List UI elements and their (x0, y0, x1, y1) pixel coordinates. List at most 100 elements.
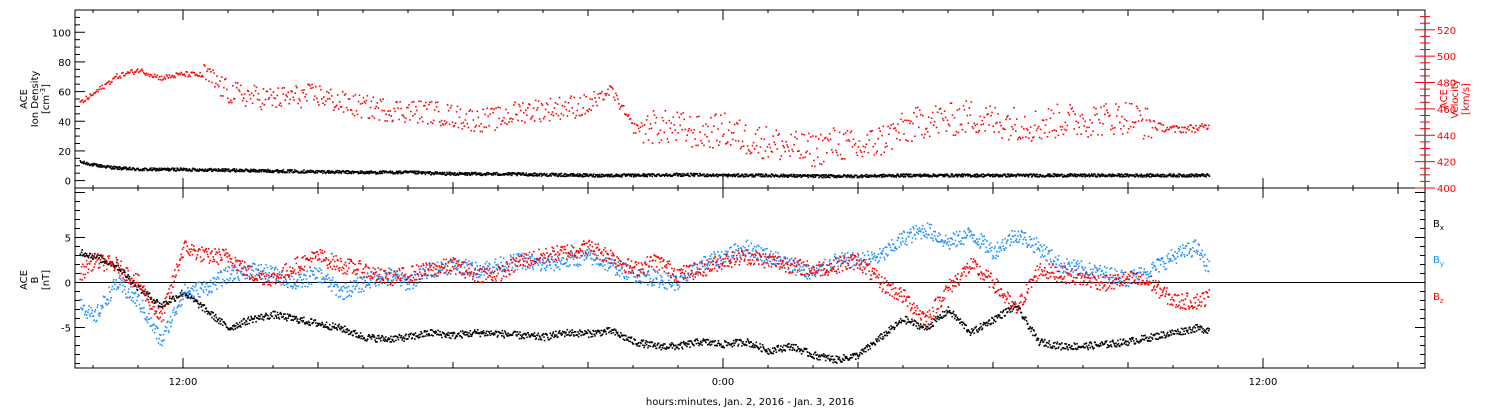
data-point-black (766, 174, 768, 176)
data-point-red (541, 103, 543, 105)
data-point-black (783, 345, 785, 347)
data-point-red (701, 142, 703, 144)
data-point-red (260, 106, 262, 108)
data-point-black (371, 338, 373, 340)
data-point-red (519, 106, 521, 108)
data-point-black (543, 333, 545, 335)
data-point-black (359, 336, 361, 338)
data-point-red (673, 116, 675, 118)
data-point-black (665, 348, 667, 350)
data-point-red (390, 115, 392, 117)
data-point-black (338, 326, 340, 328)
data-point-red (146, 73, 148, 75)
data-point-red (1195, 125, 1197, 127)
data-point-black (747, 338, 749, 340)
data-point-red (539, 118, 541, 120)
data-point-red (217, 84, 219, 86)
data-point-black (460, 331, 462, 333)
data-point-red (316, 98, 318, 100)
data-point-red (275, 98, 277, 100)
data-point-red (180, 74, 182, 76)
data-point-black (161, 303, 163, 305)
data-point-red (667, 138, 669, 140)
data-point-red (1132, 121, 1134, 123)
data-point-black (689, 176, 691, 178)
data-point-black (393, 341, 395, 343)
data-point-red (315, 86, 317, 88)
data-point-black (246, 321, 248, 323)
data-point-red (267, 91, 269, 93)
data-point-black (589, 331, 591, 333)
data-point-red (594, 97, 596, 99)
data-point-red (830, 139, 832, 141)
data-point-black (349, 330, 351, 332)
data-point-red (396, 101, 398, 103)
data-point-red (1180, 132, 1182, 134)
data-point-black (620, 332, 622, 334)
data-point-red (943, 120, 945, 122)
data-point-red (89, 93, 91, 95)
data-point-red (855, 143, 857, 145)
data-point-black (980, 323, 982, 325)
data-point-red (333, 109, 335, 111)
data-point-black (480, 336, 482, 338)
data-point-black (791, 174, 793, 176)
data-point-red (518, 104, 520, 106)
data-point-red (1143, 138, 1145, 140)
data-point-red (888, 133, 890, 135)
data-point-red (977, 132, 979, 134)
data-point-red (655, 122, 657, 124)
data-point-black (708, 339, 710, 341)
data-point-black (639, 345, 641, 347)
data-point-red (1176, 126, 1178, 128)
data-point-red (264, 104, 266, 106)
data-point-black (910, 174, 912, 176)
data-point-black (879, 176, 881, 178)
data-point-red (1000, 125, 1002, 127)
data-point-black (843, 354, 845, 356)
data-point-black (803, 350, 805, 352)
data-point-red (425, 102, 427, 104)
data-point-black (697, 340, 699, 342)
data-point-red (1163, 124, 1165, 126)
data-point-black (318, 324, 320, 326)
data-point-black (587, 333, 589, 335)
data-point-red (416, 110, 418, 112)
data-point-red (495, 107, 497, 109)
data-point-black (927, 326, 929, 328)
data-point-black (168, 303, 170, 305)
data-point-red (232, 85, 234, 87)
data-point-black (290, 315, 292, 317)
data-point-red (848, 139, 850, 141)
data-point-red (1004, 129, 1006, 131)
data-point-red (328, 92, 330, 94)
data-point-black (643, 347, 645, 349)
data-point-red (317, 101, 319, 103)
data-point-red (211, 82, 213, 84)
data-point-black (557, 176, 559, 178)
data-point-red (740, 148, 742, 150)
data-point-red (542, 104, 544, 106)
data-point-black (638, 342, 640, 344)
data-point-red (1039, 137, 1041, 139)
data-point-red (87, 99, 89, 101)
data-point-black (382, 336, 384, 338)
data-point-red (424, 105, 426, 107)
data-point-red (868, 152, 870, 154)
data-point-red (122, 72, 124, 74)
data-point-black (1024, 319, 1026, 321)
data-point-red (226, 89, 228, 91)
data-point-red (696, 116, 698, 118)
data-point-black (747, 340, 749, 342)
data-point-black (979, 329, 981, 331)
data-point-black (742, 341, 744, 343)
data-point-black (1004, 315, 1006, 317)
data-point-red (393, 108, 395, 110)
data-point-red (606, 93, 608, 95)
data-point-black (931, 322, 933, 324)
data-point-red (769, 144, 771, 146)
data-point-black (885, 334, 887, 336)
data-point-black (444, 172, 446, 174)
data-point-red (932, 112, 934, 114)
data-point-black (233, 329, 235, 331)
